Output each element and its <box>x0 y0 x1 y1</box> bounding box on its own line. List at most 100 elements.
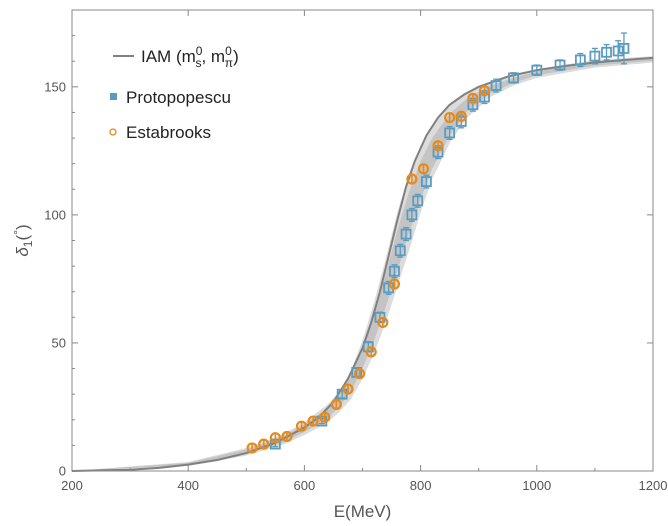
protopopescu-marker <box>444 127 456 139</box>
y-axis-label: δ1(°) <box>11 224 35 256</box>
protopopescu-marker <box>508 72 519 84</box>
estabrooks-marker <box>319 411 331 423</box>
estabrooks-marker <box>388 278 401 290</box>
protopopescu-marker <box>394 245 406 257</box>
iam-uncertainty-band-outer <box>72 56 653 471</box>
y-tick-label: 50 <box>52 335 66 350</box>
estabrooks-marker <box>330 398 342 411</box>
x-tick-label: 400 <box>177 478 199 493</box>
estabrooks-marker <box>432 140 444 152</box>
protopopescu-marker <box>574 54 586 66</box>
plot-frame <box>71 9 654 472</box>
iam-line-layer <box>71 56 654 472</box>
protopopescu-points <box>269 32 630 450</box>
estabrooks-point <box>444 111 456 124</box>
estabrooks-point <box>258 438 270 450</box>
protopopescu-marker <box>421 176 432 187</box>
estabrooks-marker <box>478 85 491 97</box>
protopopescu-point <box>394 243 406 258</box>
protopopescu-marker <box>531 64 543 76</box>
estabrooks-marker <box>342 383 354 395</box>
protopopescu-point <box>589 47 601 65</box>
estabrooks-point <box>295 420 308 432</box>
estabrooks-point <box>269 432 281 444</box>
estabrooks-point <box>406 173 418 185</box>
protopopescu-point <box>531 64 543 76</box>
estabrooks-point <box>330 398 342 411</box>
protopopescu-marker <box>389 265 400 277</box>
estabrooks-marker <box>353 368 366 380</box>
estabrooks-marker <box>377 316 389 329</box>
protopopescu-point <box>612 40 624 62</box>
estabrooks-point <box>478 85 491 97</box>
band-outer-area <box>72 56 653 471</box>
estabrooks-point <box>319 411 331 423</box>
estabrooks-point <box>432 140 444 152</box>
protopopescu-point <box>400 227 412 242</box>
protopopescu-marker <box>618 43 630 54</box>
legend-protopopescu-swatch <box>110 93 117 100</box>
estabrooks-marker <box>467 92 479 104</box>
estabrooks-marker <box>258 438 270 450</box>
estabrooks-marker <box>307 415 319 427</box>
protopopescu-marker <box>554 59 566 71</box>
estabrooks-marker <box>455 110 467 122</box>
protopopescu-point <box>406 207 418 222</box>
iam-line <box>71 56 654 472</box>
axis-ticks: 200 400 600 800 1000 1200 0 50 100 150 <box>44 10 667 493</box>
protopopescu-point <box>421 174 432 189</box>
estabrooks-point <box>353 368 366 380</box>
y-tick-label: 0 <box>59 464 66 479</box>
legend: IAM (m0 s, m0 π) Protopopescu Estabrooks <box>109 44 239 142</box>
protopopescu-marker <box>406 209 418 221</box>
estabrooks-marker <box>295 420 308 432</box>
x-tick-label: 600 <box>294 478 316 493</box>
estabrooks-point <box>377 316 389 329</box>
legend-iam-label: IAM (m0 s, m0 π) <box>141 44 239 70</box>
estabrooks-point <box>365 346 377 358</box>
protopopescu-point <box>601 43 612 61</box>
protopopescu-point <box>618 32 630 65</box>
estabrooks-marker <box>417 163 430 175</box>
estabrooks-point <box>388 278 401 290</box>
protopopescu-point <box>574 52 586 67</box>
x-tick-label: 1000 <box>522 478 551 493</box>
estabrooks-marker <box>365 346 377 358</box>
iam-uncertainty-band-inner <box>72 57 653 471</box>
protopopescu-point <box>554 59 566 71</box>
estabrooks-marker <box>444 111 456 124</box>
legend-estabrooks-label: Estabrooks <box>126 123 211 142</box>
estabrooks-marker <box>406 173 418 185</box>
protopopescu-point <box>412 193 424 208</box>
protopopescu-marker <box>601 46 612 58</box>
protopopescu-marker <box>589 50 601 62</box>
estabrooks-points <box>246 85 491 454</box>
x-tick-label: 800 <box>410 478 432 493</box>
legend-estabrooks-swatch <box>109 128 117 136</box>
estabrooks-marker <box>281 430 293 443</box>
protopopescu-marker <box>612 45 624 57</box>
protopopescu-marker <box>412 195 424 207</box>
estabrooks-point <box>281 430 293 443</box>
protopopescu-marker <box>400 228 412 240</box>
protopopescu-point <box>444 125 456 140</box>
x-tick-label: 200 <box>61 478 83 493</box>
y-tick-label: 150 <box>44 79 66 94</box>
estabrooks-point <box>342 383 354 395</box>
band-inner-area <box>72 57 653 471</box>
legend-protopopescu-label: Protopopescu <box>126 88 231 107</box>
protopopescu-point <box>490 78 502 93</box>
protopopescu-marker <box>490 80 502 91</box>
estabrooks-point <box>455 110 467 122</box>
protopopescu-point <box>389 264 400 279</box>
x-tick-label: 1200 <box>639 478 668 493</box>
estabrooks-point <box>467 92 479 104</box>
x-axis-label: E(MeV) <box>334 502 392 521</box>
estabrooks-point <box>417 163 430 175</box>
y-tick-label: 100 <box>44 207 66 222</box>
protopopescu-point <box>508 72 519 84</box>
estabrooks-marker <box>246 442 258 454</box>
estabrooks-point <box>307 415 319 427</box>
estabrooks-point <box>246 442 258 454</box>
